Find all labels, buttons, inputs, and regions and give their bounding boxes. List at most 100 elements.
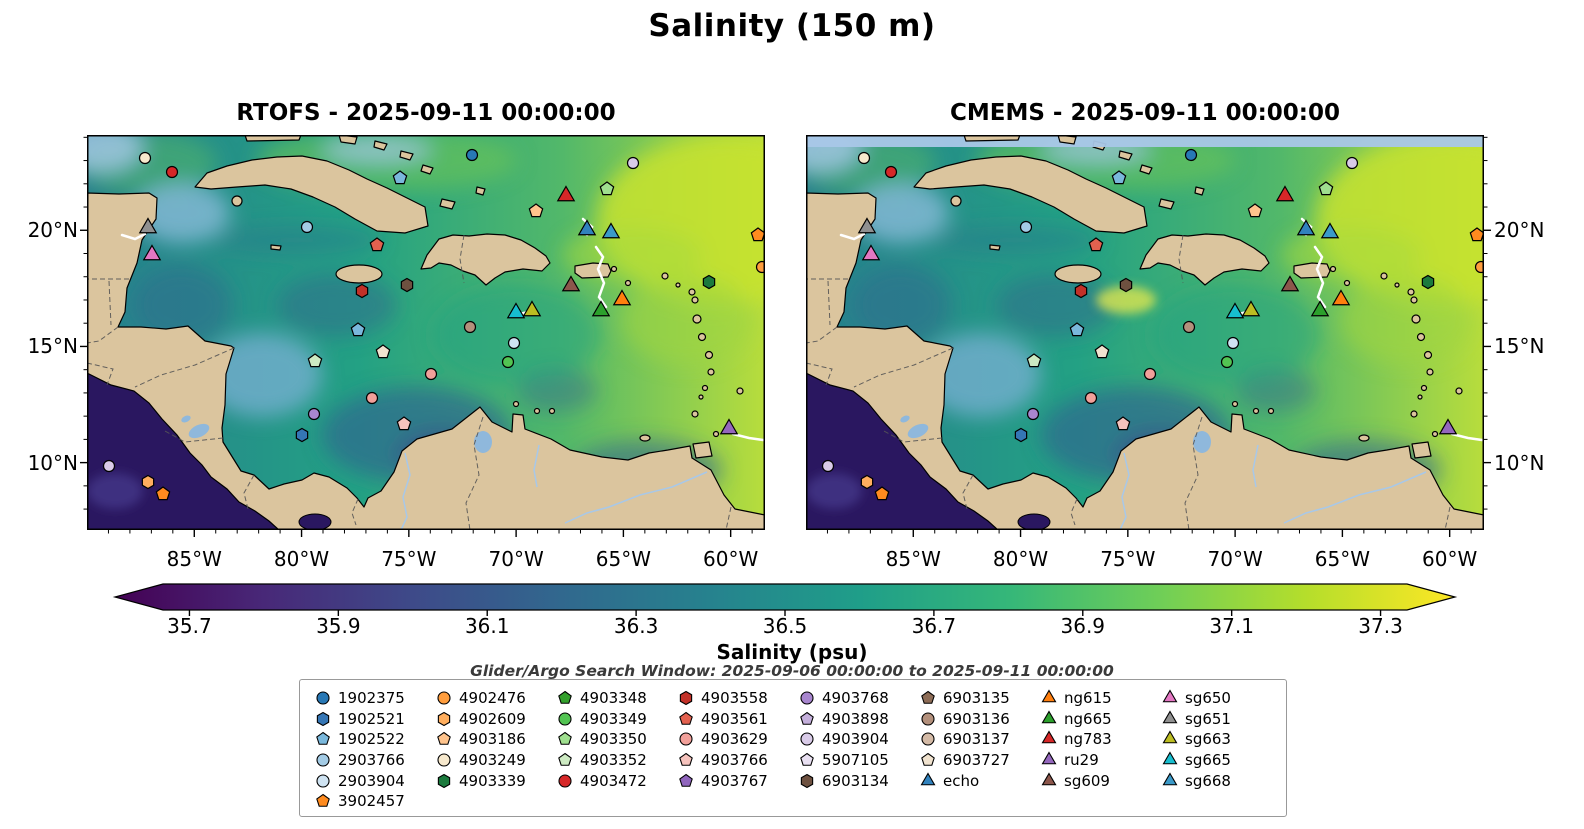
legend-label: 4903629 — [701, 730, 768, 749]
map-marker-4903629 — [424, 367, 438, 381]
glider-track — [731, 432, 765, 442]
legend-entry-2903766: 2903766 — [314, 750, 435, 771]
legend-label: 3902457 — [338, 792, 405, 811]
map-marker-4903904 — [102, 459, 116, 473]
map-marker-4903766 — [1115, 416, 1131, 431]
legend-column: 4902476 4902609 4903186 4903249 4903339 — [435, 688, 556, 816]
legend-column: 1902375 1902521 1902522 2903766 2903904 39024… — [314, 688, 435, 816]
legend-entry-ru29: ru29 — [1040, 750, 1161, 771]
legend-label: sg663 — [1185, 730, 1231, 749]
map-marker-sg665 — [506, 302, 526, 319]
legend-label: 6903134 — [822, 771, 889, 790]
map-marker-6903136 — [1182, 320, 1196, 334]
legend-entry-4903768: 4903768 — [798, 688, 919, 709]
legend-entry-ng783: ng783 — [1040, 729, 1161, 750]
legend-label: ng783 — [1064, 730, 1112, 749]
legend-entry-1902522: 1902522 — [314, 729, 435, 750]
circle-marker-icon — [558, 774, 572, 788]
map-marker-4903186 — [528, 203, 544, 218]
legend-label: sg609 — [1064, 771, 1110, 790]
legend-entry-6903136: 6903136 — [919, 709, 1040, 730]
legend-entry-4903766: 4903766 — [677, 750, 798, 771]
legend-label: sg668 — [1185, 771, 1231, 790]
cmems-map — [806, 135, 1491, 537]
hexagon-marker-icon — [800, 773, 814, 788]
map-marker-4902609 — [141, 474, 155, 490]
rtofs-panel-title: RTOFS - 2025-09-11 00:00:00 — [236, 100, 616, 126]
cmems-map-frame — [806, 135, 1484, 530]
legend-entry-1902375: 1902375 — [314, 688, 435, 709]
map-marker-4903339 — [702, 274, 716, 290]
triangle-marker-icon — [1162, 689, 1178, 703]
map-marker-sg650 — [861, 244, 881, 261]
lat-tick-label: 15°N — [27, 334, 78, 359]
lon-tick-label: 85°W — [166, 547, 222, 571]
map-marker-ng665 — [1310, 300, 1330, 317]
legend-column: 6903135 6903136 6903137 6903727 echo — [919, 688, 1040, 816]
legend-column: 4903348 4903349 4903350 4903352 4903472 — [556, 688, 677, 816]
legend-label: 4902476 — [459, 689, 526, 708]
map-marker-sg651 — [857, 217, 877, 234]
pentagon-marker-icon — [558, 752, 572, 766]
legend-entry-4902476: 4902476 — [435, 688, 556, 709]
legend-entry-sg609: sg609 — [1040, 770, 1161, 791]
cmems-bright-anomaly — [1096, 286, 1156, 314]
legend-column: ng615 ng665 ng783 ru29 sg609 — [1040, 688, 1161, 816]
triangle-marker-icon — [1162, 710, 1178, 724]
lon-tick-label: 80°W — [992, 547, 1049, 571]
legend-entry-4903186: 4903186 — [435, 729, 556, 750]
lat-tick-label: 10°N — [1494, 450, 1545, 475]
legend-entry-sg665: sg665 — [1161, 750, 1282, 771]
map-marker-1902522 — [350, 322, 366, 337]
map-marker-4903629 — [1084, 391, 1098, 405]
legend-label: 6903727 — [943, 751, 1010, 770]
map-marker-6903727 — [375, 344, 391, 359]
pentagon-marker-icon — [679, 773, 693, 787]
colorbar-tick-label: 35.9 — [316, 614, 361, 638]
glider-track — [1313, 245, 1327, 309]
map-marker-6903134 — [1119, 277, 1133, 293]
map-marker-4903561 — [1088, 237, 1104, 252]
map-marker-4903472 — [165, 165, 179, 179]
map-marker-1902521 — [1014, 427, 1028, 443]
legend-entry-sg650: sg650 — [1161, 688, 1282, 709]
legend-entry-3902457: 3902457 — [314, 791, 435, 812]
map-marker-4903249 — [857, 151, 871, 165]
triangle-marker-icon — [920, 772, 936, 785]
map-marker-3902457 — [155, 486, 171, 501]
map-marker-6903727 — [1094, 344, 1110, 359]
circle-marker-icon — [437, 691, 451, 705]
map-marker-4903561 — [369, 237, 385, 252]
legend-entry-2903904: 2903904 — [314, 770, 435, 791]
colorbar-tick-label: 36.7 — [911, 614, 957, 638]
legend-label: 4903339 — [459, 771, 526, 790]
colorbar-label: Salinity (psu) — [716, 640, 868, 664]
map-marker-4903249 — [138, 151, 152, 165]
legend-label: 4903768 — [822, 689, 889, 708]
triangle-marker-icon — [1162, 751, 1178, 765]
map-marker-4903186 — [1247, 203, 1263, 218]
legend-label: 6903137 — [943, 730, 1010, 749]
map-marker-ng615 — [1331, 289, 1351, 306]
map-marker-4903349 — [501, 355, 515, 369]
triangle-marker-icon — [1041, 689, 1057, 703]
legend-box: 1902375 1902521 1902522 2903766 2903904 39024… — [299, 679, 1287, 817]
map-marker-6903136 — [463, 320, 477, 334]
glider-track — [594, 245, 608, 309]
map-marker-sg663 — [1241, 300, 1261, 317]
map-marker-4903352 — [1026, 353, 1042, 368]
map-marker-ng783 — [1275, 185, 1295, 202]
map-marker-ng615 — [612, 289, 632, 306]
colorbar-tick-label: 36.1 — [464, 614, 510, 638]
legend-label: 1902522 — [338, 730, 405, 749]
legend-entry-4903350: 4903350 — [556, 729, 677, 750]
triangle-marker-icon — [1041, 772, 1057, 785]
legend-label: 4903350 — [580, 730, 647, 749]
map-marker-sg665 — [1225, 302, 1245, 319]
legend-entry-sg663: sg663 — [1161, 729, 1282, 750]
map-marker-ru29 — [719, 418, 739, 435]
legend-column: 4903558 4903561 4903629 4903766 4903767 — [677, 688, 798, 816]
legend-label: sg665 — [1185, 751, 1231, 770]
lon-tick-label: 75°W — [1100, 547, 1156, 571]
